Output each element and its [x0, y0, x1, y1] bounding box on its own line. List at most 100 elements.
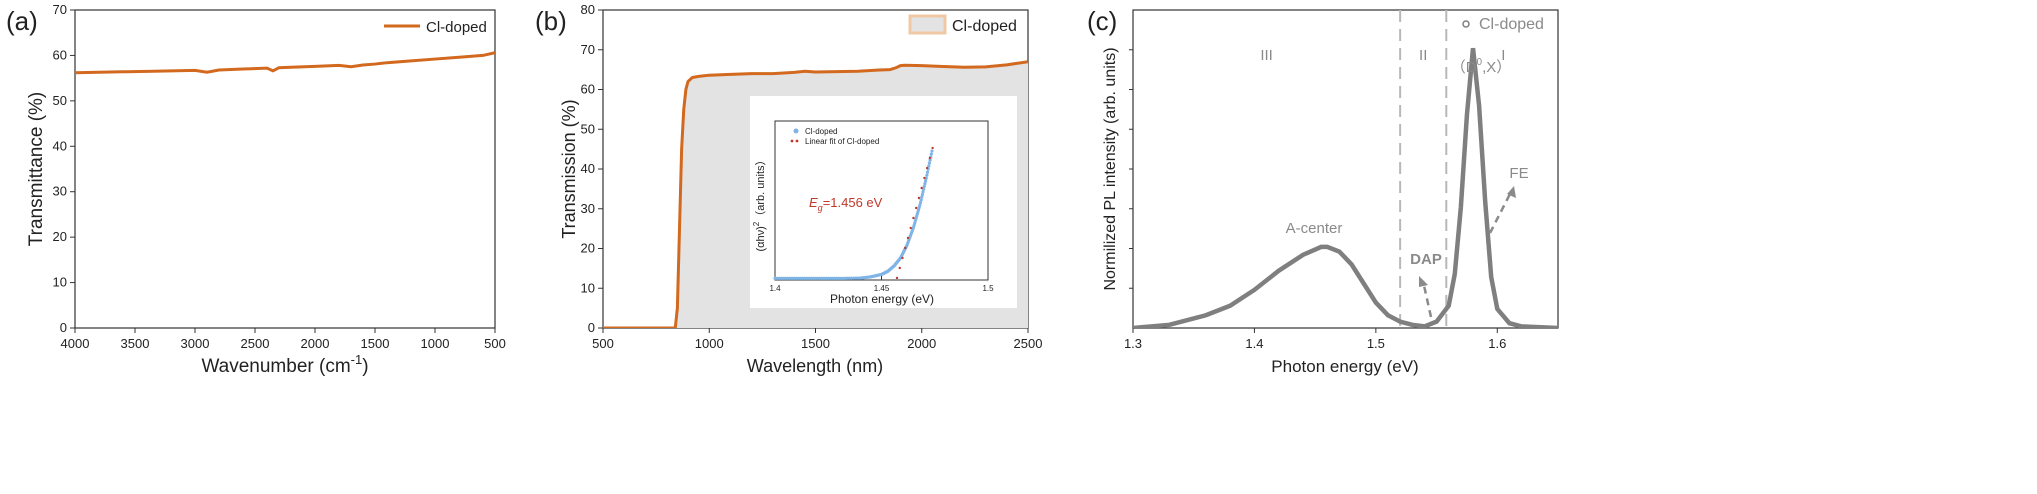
panel-b-label: (b) — [535, 6, 567, 36]
panel-b-y-tick-label: 50 — [581, 121, 595, 136]
panel-b-inset-y-axis-label-sup: 2 — [752, 221, 761, 226]
panel-a-x-tick-label: 2500 — [241, 336, 270, 351]
panel-a-series-line — [75, 51, 495, 75]
panel-b-inset-background — [750, 96, 1017, 308]
panel-b-inset-fit-point — [912, 216, 915, 220]
panel-b-y-tick-label: 0 — [588, 320, 595, 335]
panel-b-inset-fit-point — [928, 156, 932, 160]
panel-b-inset-x-tick-label: 1.45 — [874, 284, 890, 293]
panel-c-arrow-dap — [1419, 276, 1433, 318]
panel-a-y-tick-label: 60 — [53, 47, 67, 62]
panel-b-y-tick-label: 30 — [581, 201, 595, 216]
panel-c-region-label: I — [1501, 47, 1505, 64]
panel-b-inset-point — [923, 182, 927, 186]
panel-c-dashed-lines — [1399, 10, 1448, 328]
panel-b-inset-fit-point — [904, 246, 907, 250]
panel-b-inset-legend-marker-data — [793, 128, 799, 134]
panel-c-region-labels: III II I — [1260, 47, 1505, 64]
panel-c-region-label: III — [1260, 47, 1273, 64]
panel-b-inset-point — [925, 170, 930, 174]
panel-b-inset-point — [925, 173, 929, 177]
panel-a-x-axis-label: Wavenumber (cm-1) — [201, 352, 368, 377]
panel-b-inset-point — [918, 200, 923, 205]
panel-b-x-tick-label: 500 — [592, 336, 614, 351]
panel-b-inset-point — [929, 152, 933, 156]
panel-b-inset-fit-point — [909, 226, 912, 230]
panel-b-y-ticks: 0 10 20 30 40 50 60 70 80 — [581, 2, 603, 335]
panel-b-inset-point — [920, 195, 924, 199]
panel-c-axes-frame — [1132, 9, 1559, 329]
panel-a-y-axis-label: Transmittance (%) — [26, 92, 47, 247]
panel-b-inset-point — [922, 184, 926, 188]
panel-b-inset-points — [773, 149, 934, 281]
panel-b-inset-x-axis-label: Photon energy (eV) — [830, 292, 934, 306]
panel-a: (a) 4000 3500 3000 2500 2000 1500 1000 500 0 10 2… — [6, 2, 506, 377]
panel-b-inset-fit-point — [931, 146, 934, 150]
panel-a-x-axis-label-main: Wavenumber (cm — [201, 356, 350, 377]
panel-b-inset-fit-point — [920, 186, 923, 190]
panel-b-inset-x-tick-label: 1.5 — [982, 284, 994, 293]
panel-b-inset-legend-label-fit: Linear fit of Cl-doped — [805, 137, 879, 146]
panel-a-x-tick-label: 2000 — [301, 336, 330, 351]
panel-c-arrow-fe — [1488, 186, 1516, 234]
panel-b-inset-y-axis-label: (αhν)2（arb. units） — [752, 154, 767, 251]
panel-a-y-tick-label: 20 — [53, 229, 67, 244]
panel-c-x-tick-label: 1.3 — [1124, 336, 1142, 351]
panel-c-x-tick-label: 1.4 — [1245, 336, 1263, 351]
panel-c-legend-marker — [1462, 20, 1470, 28]
panel-c-annotation-d0x-close: ,X） — [1482, 59, 1511, 76]
panel-b-legend-swatch — [908, 14, 947, 35]
panel-b-inset-fit-point — [895, 276, 899, 280]
panel-b-inset-point — [922, 187, 926, 191]
panel-b-y-tick-label: 80 — [581, 2, 595, 17]
panel-b-inset-point — [927, 161, 932, 165]
panel-c: (c) 1.3 1.4 1.5 1.6 III II I Photon energy (e… — [1087, 6, 1559, 376]
panel-b-inset-annotation-text: =1.456 eV — [823, 195, 883, 210]
panel-b-inset-annotation-prefix: E — [809, 195, 818, 210]
panel-b-inset-point — [923, 179, 928, 183]
panel-b-inset-fit — [895, 146, 934, 280]
panel-b-x-ticks: 500 1000 1500 2000 2500 — [592, 328, 1042, 351]
panel-c-annotation-dap: DAP — [1410, 251, 1442, 268]
panel-b-inset-fit-point — [898, 266, 901, 270]
panel-b-y-tick-label: 10 — [581, 280, 595, 295]
panel-c-annotation-a-center: A-center — [1286, 220, 1343, 237]
panel-c-label: (c) — [1087, 6, 1117, 36]
panel-b-x-tick-label: 1000 — [695, 336, 724, 351]
panel-b-inset-annotation-subscript: g — [818, 203, 823, 213]
panel-a-x-tick-label: 3000 — [181, 336, 210, 351]
panel-b-legend-label: Cl-doped — [952, 18, 1017, 35]
panel-b-inset-fit-point — [925, 166, 929, 170]
panel-b-inset-point — [927, 164, 931, 168]
panel-c-series-line — [1133, 47, 1558, 328]
panel-a-y-tick-label: 70 — [53, 2, 67, 17]
panel-b-inset-y-axis-label-suffix: （arb. units） — [754, 154, 767, 221]
panel-b-y-tick-label: 40 — [581, 161, 595, 176]
panel-b-inset-point — [928, 158, 932, 162]
panel-b-x-tick-label: 2500 — [1014, 336, 1043, 351]
panel-b-inset-point — [920, 192, 924, 197]
panel-b-x-tick-label: 1500 — [801, 336, 830, 351]
panel-b-inset-point — [921, 190, 925, 194]
panel-b-y-tick-label: 60 — [581, 82, 595, 97]
panel-a-x-tick-label: 1000 — [421, 336, 450, 351]
panel-c-y-minor-ticks — [1129, 49, 1133, 289]
panel-c-region-label: II — [1419, 47, 1427, 64]
panel-c-x-tick-label: 1.5 — [1367, 336, 1385, 351]
panel-a-label: (a) — [6, 6, 38, 36]
panel-a-legend-label: Cl-doped — [426, 19, 487, 36]
panel-b-inset-fit-point — [923, 176, 926, 180]
panel-b-inset-x-tick-label: 1.4 — [769, 284, 781, 293]
panel-a-y-tick-label: 50 — [53, 93, 67, 108]
panel-a-y-tick-label: 30 — [53, 184, 67, 199]
panel-b-series-line — [603, 60, 1028, 328]
panel-b-inset-point — [919, 198, 923, 202]
panel-a-x-tick-label: 4000 — [61, 336, 90, 351]
panel-a-axes-frame — [74, 9, 496, 329]
panel-c-annotation-d0x: （D0,X） — [1451, 57, 1512, 76]
panel-a-y-ticks: 0 10 20 30 40 50 60 70 — [53, 2, 75, 335]
panel-b-y-tick-label: 70 — [581, 42, 595, 57]
panel-c-annotation-d0x-open: （D — [1451, 59, 1477, 76]
panel-c-x-tick-label: 1.6 — [1488, 336, 1506, 351]
panel-b-inset: 1.4 1.45 1.5 Photon energy (eV) (αhν)2（arb… — [750, 96, 1017, 308]
